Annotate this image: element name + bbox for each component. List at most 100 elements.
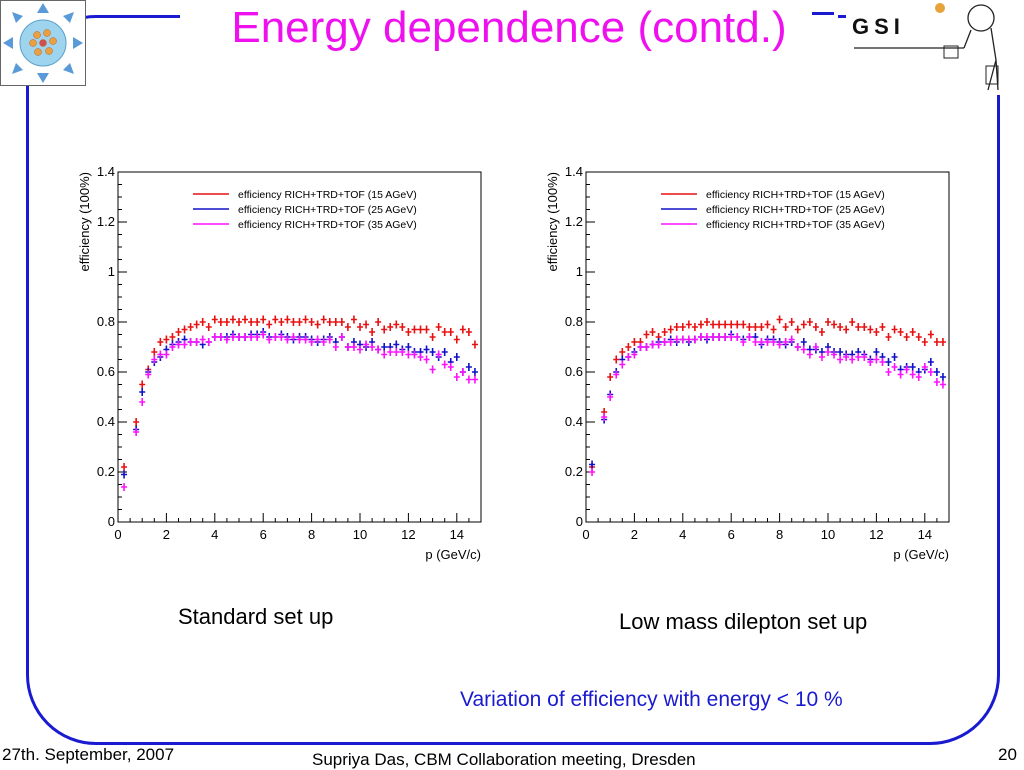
data-point — [242, 315, 249, 324]
data-point — [589, 460, 596, 469]
data-point — [643, 330, 650, 339]
data-point — [471, 375, 478, 384]
data-point — [661, 328, 668, 336]
data-point — [673, 323, 680, 331]
data-point — [211, 333, 218, 341]
data-point — [661, 338, 668, 346]
data-point — [619, 360, 626, 369]
data-point — [139, 388, 146, 396]
data-point — [139, 398, 146, 406]
data-point — [405, 350, 412, 359]
data-point — [758, 338, 765, 346]
data-point — [435, 350, 442, 359]
data-point — [915, 373, 922, 381]
x-tick-label: 4 — [679, 527, 686, 542]
data-point — [782, 338, 789, 346]
data-point — [764, 338, 771, 346]
data-point — [187, 323, 194, 331]
data-point — [625, 343, 632, 351]
data-point — [794, 325, 801, 334]
data-point — [163, 335, 170, 344]
data-point — [800, 338, 807, 346]
legend-label: efficiency RICH+TRD+TOF (25 AGeV) — [706, 204, 885, 216]
data-point — [903, 365, 910, 374]
data-point — [175, 328, 182, 336]
data-point — [800, 345, 807, 354]
data-point — [236, 333, 242, 341]
data-point — [704, 333, 710, 341]
data-point — [812, 323, 819, 331]
title-mask — [180, 0, 838, 40]
data-point — [776, 340, 783, 349]
y-tick-label: 0.4 — [565, 414, 583, 429]
data-point — [800, 320, 807, 329]
cbm-logo-graphic — [3, 3, 83, 83]
data-point — [849, 355, 856, 364]
data-point — [387, 348, 394, 356]
data-point — [855, 353, 862, 361]
data-point — [927, 368, 934, 376]
data-point — [405, 343, 412, 351]
data-point — [133, 428, 140, 436]
data-point — [387, 323, 394, 331]
data-point — [205, 323, 212, 331]
data-point — [375, 318, 382, 326]
caption-standard: Standard set up — [178, 604, 334, 629]
x-tick-label: 4 — [211, 527, 218, 542]
data-point — [369, 328, 376, 336]
data-point — [453, 335, 460, 344]
data-point — [302, 315, 309, 324]
data-point — [909, 370, 916, 379]
legend-label: efficiency RICH+TRD+TOF (35 AGeV) — [706, 219, 885, 231]
legend-label: efficiency RICH+TRD+TOF (15 AGeV) — [706, 189, 885, 201]
data-point — [441, 328, 448, 336]
y-tick-label: 1 — [108, 264, 115, 279]
data-point — [211, 315, 218, 324]
data-point — [248, 333, 255, 341]
legend-label: efficiency RICH+TRD+TOF (25 AGeV) — [238, 204, 417, 216]
data-point — [625, 353, 632, 361]
x-axis-label: p (GeV/c) — [425, 547, 481, 562]
data-point — [411, 350, 418, 359]
data-point — [266, 320, 273, 329]
data-point — [363, 320, 370, 329]
data-point — [326, 318, 333, 326]
data-point — [121, 483, 128, 491]
data-point — [885, 368, 892, 376]
data-point — [157, 338, 164, 346]
y-tick-label: 1.2 — [97, 214, 115, 229]
data-point — [933, 338, 940, 346]
data-point — [722, 320, 729, 329]
x-tick-label: 12 — [401, 527, 415, 542]
data-point — [679, 335, 686, 344]
data-point — [284, 315, 291, 324]
efficiency-chart-low-mass: 0 2 4 6 8 10 12 14 0 0.2 0.4 0.6 0.8 1 1.2 1.4 p (GeV/c)… — [545, 164, 950, 562]
data-point — [290, 318, 297, 326]
data-point — [260, 315, 267, 324]
data-point — [879, 358, 886, 366]
y-tick-label: 1.4 — [97, 164, 115, 179]
data-point — [697, 333, 704, 341]
data-point — [728, 333, 735, 341]
data-point — [740, 320, 747, 329]
data-point — [332, 318, 339, 326]
data-point — [667, 325, 674, 334]
data-point — [199, 318, 206, 326]
gsi-logo: GSI — [846, 0, 1016, 95]
data-point — [344, 343, 351, 351]
slide-title: Energy dependence (contd.) — [231, 3, 787, 52]
y-tick-label: 1.2 — [565, 214, 583, 229]
footer-date: 27th. September, 2007 — [2, 745, 175, 764]
data-point — [151, 348, 158, 356]
data-point — [716, 320, 723, 329]
x-tick-label: 6 — [728, 527, 735, 542]
data-point — [643, 343, 650, 351]
data-point — [465, 328, 472, 336]
data-point — [667, 338, 674, 346]
data-point — [393, 348, 400, 356]
data-point — [704, 318, 710, 326]
data-point — [278, 333, 285, 341]
data-point — [417, 325, 424, 334]
data-point — [453, 353, 460, 361]
data-point — [350, 315, 357, 324]
